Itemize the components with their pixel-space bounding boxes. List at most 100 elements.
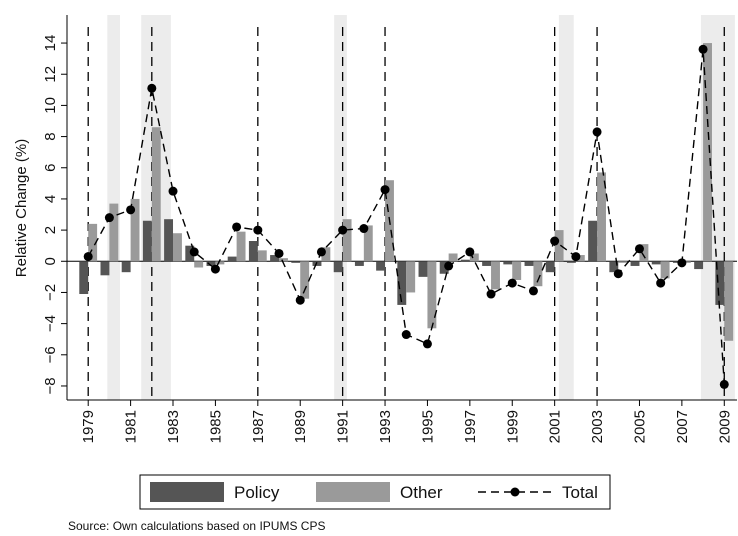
bar <box>185 245 195 262</box>
total-point <box>126 205 136 215</box>
bar <box>194 261 204 268</box>
total-point <box>571 252 581 262</box>
x-tick-label: 2009 <box>716 410 733 443</box>
total-point <box>613 269 623 279</box>
legend-swatch <box>150 482 224 502</box>
bar <box>236 231 246 262</box>
bar <box>406 261 416 293</box>
bar <box>609 261 619 273</box>
bar <box>618 261 628 263</box>
bar <box>300 261 310 299</box>
bar <box>524 261 534 266</box>
total-point <box>634 244 644 254</box>
bar <box>703 43 712 262</box>
bar <box>164 219 174 262</box>
bar <box>660 261 670 279</box>
bar <box>439 261 449 274</box>
bar <box>533 261 543 287</box>
bar <box>427 261 437 329</box>
total-point <box>465 247 475 257</box>
bar <box>88 223 98 262</box>
total-point <box>422 339 432 349</box>
bar <box>363 225 373 262</box>
bar <box>321 247 331 262</box>
bar <box>554 230 564 262</box>
bar <box>376 261 386 271</box>
total-point <box>253 225 263 235</box>
total-point <box>295 295 305 305</box>
bar <box>109 203 119 262</box>
bar <box>215 261 225 265</box>
bar <box>681 261 691 263</box>
bar <box>715 261 725 305</box>
y-tick-label: −8 <box>42 377 59 394</box>
bar <box>639 244 649 262</box>
total-point <box>380 185 390 195</box>
x-tick-label: 1995 <box>419 410 436 443</box>
bar <box>588 220 598 262</box>
source-note: Source: Own calculations based on IPUMS … <box>68 519 325 533</box>
bar <box>130 198 140 262</box>
total-point <box>210 264 220 274</box>
y-tick-label: 8 <box>42 132 59 140</box>
bar <box>227 256 237 262</box>
bar <box>270 255 280 262</box>
bar <box>597 172 606 262</box>
bar <box>491 261 500 290</box>
y-tick-label: −4 <box>42 315 59 332</box>
legend-marker <box>510 487 520 497</box>
y-tick-label: 2 <box>42 226 59 234</box>
total-point <box>147 83 157 93</box>
recession-shade <box>558 15 574 400</box>
x-tick-label: 1979 <box>80 410 97 443</box>
bar <box>460 259 470 262</box>
total-point <box>189 247 199 257</box>
total-point <box>316 247 326 257</box>
legend-swatch <box>316 482 390 502</box>
total-point <box>719 379 729 389</box>
x-tick-label: 2005 <box>631 410 648 443</box>
bar <box>151 127 161 262</box>
bar <box>142 220 152 262</box>
total-point <box>274 248 284 258</box>
bar <box>575 255 585 262</box>
total-point <box>507 278 517 288</box>
x-tick-label: 2007 <box>674 410 691 443</box>
bar <box>630 261 640 266</box>
total-point <box>528 286 538 296</box>
bar <box>512 261 522 280</box>
x-tick-label: 2001 <box>547 410 564 443</box>
x-tick-label: 1991 <box>335 410 352 443</box>
total-point <box>656 278 666 288</box>
bar <box>503 261 513 265</box>
bar <box>469 253 479 262</box>
total-point <box>444 261 454 271</box>
y-axis-label: Relative Change (%) <box>13 139 30 277</box>
y-tick-label: 0 <box>42 257 59 265</box>
total-point <box>677 258 687 268</box>
bar <box>121 261 131 273</box>
bar <box>333 261 343 273</box>
bar <box>257 250 267 262</box>
x-tick-label: 2003 <box>589 410 606 443</box>
x-tick-label: 1985 <box>207 410 224 443</box>
bar <box>248 241 258 262</box>
bar <box>291 261 301 263</box>
bar <box>651 261 661 265</box>
x-tick-label: 1987 <box>250 410 267 443</box>
bar <box>545 261 555 273</box>
legend-label: Other <box>400 483 443 502</box>
bar <box>206 261 216 266</box>
bar <box>354 261 364 266</box>
bar <box>482 261 492 266</box>
total-point <box>401 330 411 340</box>
x-tick-label: 1993 <box>377 410 394 443</box>
total-point <box>338 225 348 235</box>
y-tick-label: 4 <box>42 195 59 203</box>
y-tick-label: −6 <box>42 346 59 363</box>
y-tick-label: −2 <box>42 284 59 301</box>
total-point <box>83 252 93 262</box>
x-tick-label: 1989 <box>292 410 309 443</box>
legend-label: Policy <box>234 483 280 502</box>
